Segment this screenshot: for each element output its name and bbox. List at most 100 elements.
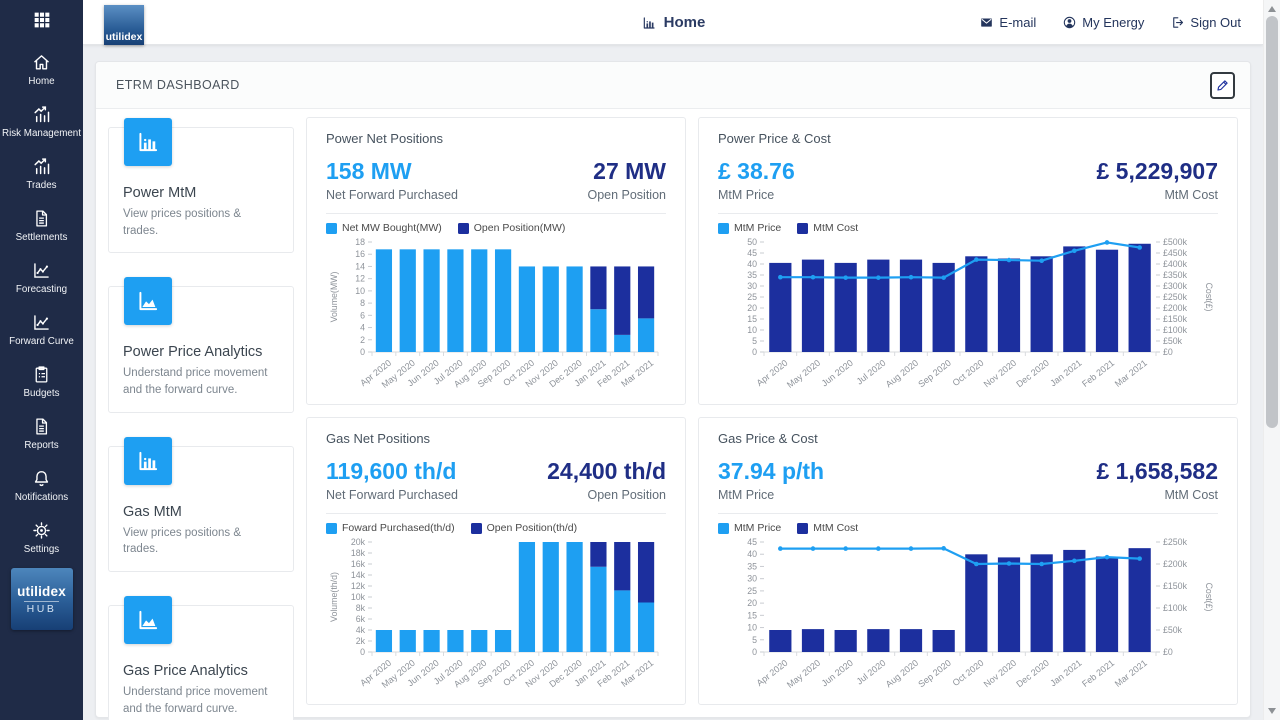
sidebar-item-label: Forecasting <box>15 284 68 295</box>
svg-text:£0: £0 <box>1163 347 1173 357</box>
svg-text:10: 10 <box>747 325 757 335</box>
hub-brand-text: utilidex <box>17 583 66 599</box>
legend-item: Net MW Bought(MW) <box>326 222 442 234</box>
svg-text:£200k: £200k <box>1163 303 1188 313</box>
power-net-positions-card: Power Net Positions 158 MW 27 MW Net Forwar… <box>306 117 686 405</box>
scrollbar-thumb[interactable] <box>1266 16 1278 428</box>
svg-text:Jan 2021: Jan 2021 <box>1048 358 1083 389</box>
home-icon <box>34 55 49 70</box>
apps-grid-button[interactable] <box>31 9 53 31</box>
svg-text:Aug 2020: Aug 2020 <box>884 658 921 690</box>
sidebar-item-risk-management[interactable]: Risk Management <box>0 104 83 139</box>
divider <box>718 513 1218 514</box>
svg-text:4: 4 <box>360 323 365 333</box>
pencil-icon <box>1216 80 1228 91</box>
power-price-and-cost-card: Power Price & Cost £ 38.76 £ 5,229,907 MtM … <box>698 117 1238 405</box>
chart-card-title: Gas Net Positions <box>326 431 431 446</box>
sidebar-item-trades[interactable]: Trades <box>0 156 83 191</box>
legend-item: MtM Cost <box>797 222 858 234</box>
svg-text:12k: 12k <box>351 581 366 591</box>
sidebar-item-forecasting[interactable]: Forecasting <box>0 260 83 295</box>
sidebar-item-label: Risk Management <box>2 128 81 139</box>
svg-text:0: 0 <box>752 647 757 657</box>
sidebar-item-label: Budgets <box>23 388 60 399</box>
scrollbar[interactable] <box>1263 0 1280 720</box>
secondary-value-label: MtM Cost <box>1164 188 1218 202</box>
svg-text:30: 30 <box>747 574 757 584</box>
utilidex-logo: utilidex <box>104 5 144 45</box>
edit-dashboard-button[interactable] <box>1210 71 1235 99</box>
nav-card-title: Gas Price Analytics <box>123 663 248 680</box>
my-energy-link[interactable]: My Energy <box>1062 15 1144 30</box>
nav-card-power-price-analytics[interactable]: Power Price Analytics Understand price mo… <box>108 277 294 413</box>
svg-text:25: 25 <box>747 292 757 302</box>
sidebar-item-budgets[interactable]: Budgets <box>0 364 83 399</box>
svg-text:16k: 16k <box>351 559 366 569</box>
secondary-value: 24,400 th/d <box>547 458 666 484</box>
svg-text:20: 20 <box>747 303 757 313</box>
svg-text:£400k: £400k <box>1163 259 1188 269</box>
legend-label: MtM Cost <box>813 522 859 534</box>
chart-card-title: Power Price & Cost <box>718 131 831 146</box>
chart-card-title: Gas Price & Cost <box>718 431 818 446</box>
svg-text:Feb 2021: Feb 2021 <box>1080 658 1116 689</box>
svg-text:£50k: £50k <box>1163 625 1183 635</box>
sign-out-link[interactable]: Sign Out <box>1170 15 1241 30</box>
topbar-link-label: Sign Out <box>1190 15 1241 30</box>
legend-swatch <box>718 522 729 534</box>
svg-text:6k: 6k <box>356 614 366 624</box>
e-mail-link[interactable]: E-mail <box>979 15 1036 30</box>
sidebar-item-label: Reports <box>24 440 59 451</box>
legend-swatch <box>470 522 482 534</box>
svg-text:Nov 2020: Nov 2020 <box>982 658 1019 690</box>
panel-header: ETRM DASHBOARD <box>96 62 1250 109</box>
nav-card-gas-mtm[interactable]: Gas MtM View prices positions & trades. <box>108 436 294 573</box>
svg-text:Dec 2020: Dec 2020 <box>1014 658 1051 690</box>
sidebar-item-notifications[interactable]: Notifications <box>0 468 83 503</box>
primary-value: £ 38.76 <box>718 158 795 184</box>
legend-label: Open Position(th/d) <box>486 522 578 534</box>
nav-card-power-mtm[interactable]: Power MtM View prices positions & trades. <box>108 118 294 254</box>
svg-text:£0: £0 <box>1163 647 1173 657</box>
logo-brand-text: utilidex <box>105 31 143 43</box>
sidebar-item-settlements[interactable]: Settlements <box>0 208 83 243</box>
sidebar-item-reports[interactable]: Reports <box>0 416 83 451</box>
svg-text:Apr 2020: Apr 2020 <box>755 358 790 388</box>
clipboard-icon <box>35 366 48 383</box>
legend-label: Net MW Bought(MW) <box>342 222 442 234</box>
legend-label: MtM Price <box>734 522 782 534</box>
svg-text:£150k: £150k <box>1163 314 1188 324</box>
secondary-value-label: Open Position <box>587 488 666 502</box>
svg-text:14: 14 <box>355 261 365 271</box>
nav-card-gas-price-analytics[interactable]: Gas Price Analytics Understand price move… <box>108 596 294 720</box>
main-content: ETRM DASHBOARD Power MtM View prices posi… <box>83 45 1263 720</box>
primary-value-label: MtM Price <box>718 488 775 502</box>
scroll-down-arrow[interactable] <box>1268 708 1276 714</box>
sidebar-item-settings[interactable]: Settings <box>0 520 83 555</box>
legend-swatch <box>326 222 337 234</box>
svg-text:Apr 2020: Apr 2020 <box>755 658 790 688</box>
chart-legend: MtM Price MtM Cost <box>718 522 1218 534</box>
svg-text:35: 35 <box>747 561 757 571</box>
sidebar-item-label: Forward Curve <box>9 336 74 347</box>
topbar: utilidex Home E-mail My Energy Sign Out <box>83 0 1263 45</box>
nav-card-title: Power MtM <box>123 185 197 201</box>
scroll-up-arrow[interactable] <box>1268 6 1276 12</box>
svg-text:45: 45 <box>747 248 757 258</box>
svg-text:10: 10 <box>747 623 757 633</box>
svg-text:12: 12 <box>355 274 365 284</box>
sidebar-item-home[interactable]: Home <box>0 52 83 87</box>
svg-text:May 2020: May 2020 <box>785 358 822 390</box>
risk-chart-icon <box>34 106 50 123</box>
svg-text:£250k: £250k <box>1163 292 1188 302</box>
legend-item: MtM Price <box>718 222 781 234</box>
svg-text:2: 2 <box>360 335 365 345</box>
area-chart-icon <box>139 292 158 311</box>
svg-text:Oct 2020: Oct 2020 <box>951 358 986 388</box>
secondary-value-label: MtM Cost <box>1164 488 1218 502</box>
sidebar-item-forward-curve[interactable]: Forward Curve <box>0 312 83 347</box>
chart-legend: MtM Price MtM Cost <box>718 222 1218 234</box>
legend-swatch <box>797 222 809 234</box>
chart-card-title: Power Net Positions <box>326 131 444 146</box>
svg-text:Sep 2020: Sep 2020 <box>916 358 953 390</box>
